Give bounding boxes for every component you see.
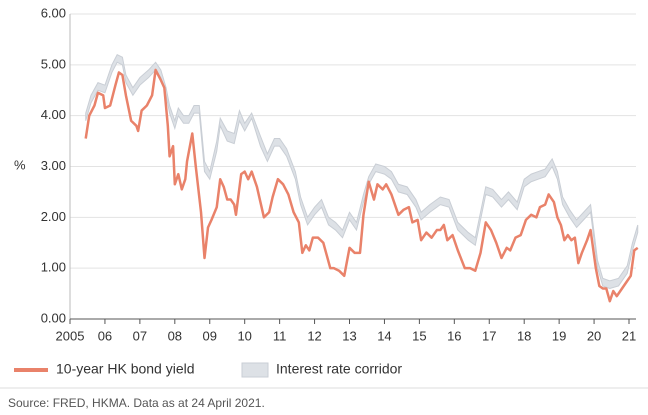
- y-tick-label: 3.00: [41, 158, 66, 173]
- x-tick-label: 16: [447, 328, 461, 343]
- x-tick-label: 18: [517, 328, 531, 343]
- corridor-band: [85, 54, 639, 290]
- x-tick-label: 06: [98, 328, 112, 343]
- x-tick-label: 19: [552, 328, 566, 343]
- x-tick-label: 07: [133, 328, 147, 343]
- x-tick-label: 15: [412, 328, 426, 343]
- y-tick-label: 6.00: [41, 5, 66, 20]
- y-tick-label: 2.00: [41, 209, 66, 224]
- x-tick-label: 13: [342, 328, 356, 343]
- legend-swatch: [241, 362, 269, 378]
- x-tick-label: 17: [482, 328, 496, 343]
- y-tick-label: 5.00: [41, 56, 66, 71]
- source-note: Source: FRED, HKMA. Data as at 24 April …: [8, 396, 265, 410]
- y-tick-label: 0.00: [41, 310, 66, 325]
- x-tick-label: 08: [168, 328, 182, 343]
- x-tick-label: 10: [237, 328, 251, 343]
- line: [84, 68, 639, 303]
- x-tick-label: 14: [377, 328, 391, 343]
- y-tick-label: 1.00: [41, 260, 66, 275]
- x-tick-label: 11: [273, 328, 287, 343]
- legend-label: Interest rate corridor: [276, 361, 402, 377]
- y-axis-label: %: [14, 157, 26, 172]
- x-tick-label: 20: [587, 328, 601, 343]
- x-tick-label: 21: [622, 328, 636, 343]
- x-tick-label: 09: [203, 328, 217, 343]
- y-tick-label: 4.00: [41, 107, 66, 122]
- legend-label: 10-year HK bond yield: [56, 361, 195, 377]
- x-tick-label: 2005: [56, 328, 85, 343]
- x-tick-label: 12: [307, 328, 321, 343]
